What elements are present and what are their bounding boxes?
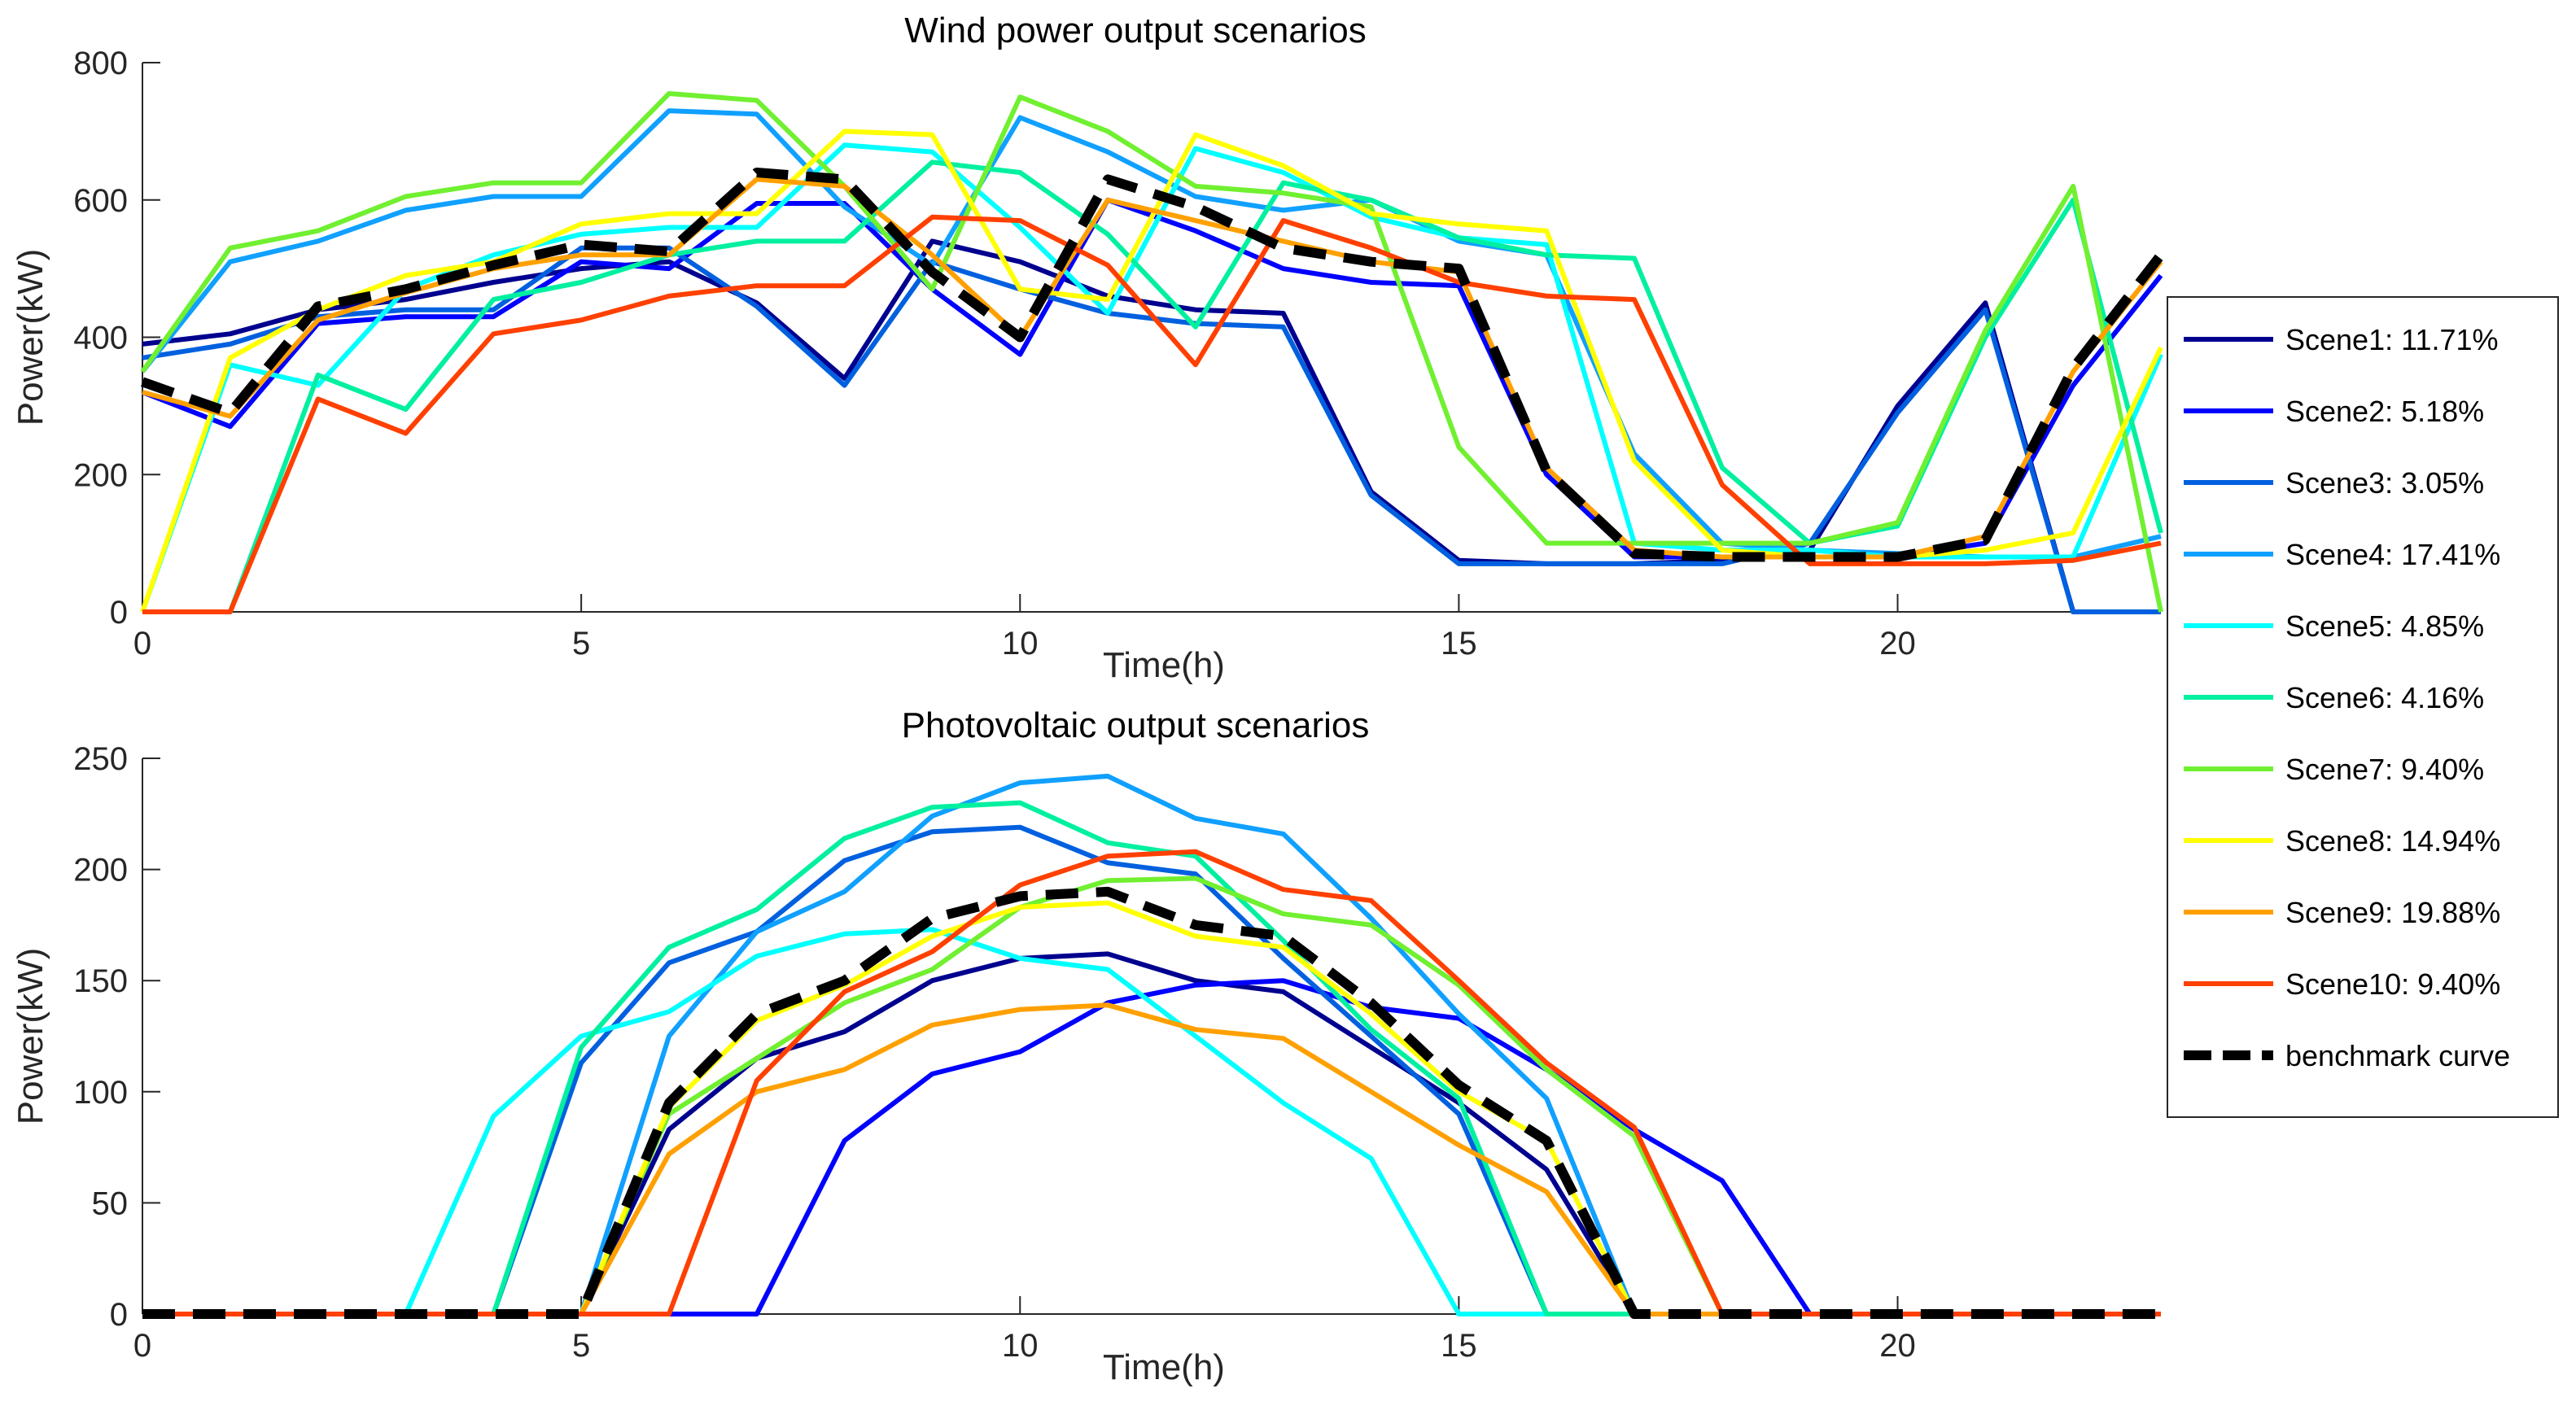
y-tick-label: 150 xyxy=(73,963,128,999)
legend-entry: Scene6: 4.16% xyxy=(2285,681,2484,714)
legend-entry: Scene7: 9.40% xyxy=(2285,753,2484,786)
legend: Scene1: 11.71% Scene2: 5.18% Scene3: 3.05%… xyxy=(2167,296,2559,1118)
chart-title: Wind power output scenarios xyxy=(904,11,1366,50)
x-tick-label: 15 xyxy=(1441,1328,1477,1364)
series-line-benchmark xyxy=(142,886,2161,1319)
y-tick-label: 100 xyxy=(73,1075,128,1111)
y-axis-label: Power(kW) xyxy=(11,948,50,1125)
series-line-scene9 xyxy=(142,177,2163,560)
legend-entry: Scene10: 9.40% xyxy=(2285,967,2500,1001)
legend-entry: Scene3: 3.05% xyxy=(2285,466,2484,500)
chart-title: Photovoltaic output scenarios xyxy=(902,705,1370,745)
series-line-scene4 xyxy=(142,773,2161,1316)
legend-entry: Scene8: 14.94% xyxy=(2285,824,2500,858)
y-tick-label: 800 xyxy=(73,46,128,81)
y-tick-label: 600 xyxy=(73,183,128,219)
series-line-scene1 xyxy=(142,951,2161,1316)
legend-entry: Scene5: 4.85% xyxy=(2285,609,2484,643)
series-line-scene5 xyxy=(140,142,2163,613)
y-tick-label: 0 xyxy=(110,1297,128,1333)
series-line-scene2 xyxy=(141,197,2163,560)
x-axis-label: Time(h) xyxy=(1103,1347,1225,1387)
legend-entry: Scene1: 11.71% xyxy=(2285,323,2499,356)
series-line-scene9 xyxy=(142,1002,2161,1316)
series-line-scene8 xyxy=(142,900,2161,1316)
legend-entry: Scene2: 5.18% xyxy=(2285,395,2484,428)
y-tick-label: 400 xyxy=(73,321,128,356)
series-line-scene10 xyxy=(142,214,2162,614)
x-tick-label: 5 xyxy=(572,626,590,661)
legend-box xyxy=(2167,296,2559,1118)
y-axis-label: Power(kW) xyxy=(11,249,50,426)
y-tick-label: 250 xyxy=(73,741,128,777)
x-tick-label: 5 xyxy=(572,1328,590,1364)
series-line-scene1 xyxy=(142,238,2161,614)
x-tick-label: 10 xyxy=(1002,1328,1039,1364)
x-tick-label: 0 xyxy=(133,626,151,661)
legend-entry: Scene9: 19.88% xyxy=(2285,896,2500,929)
x-tick-label: 20 xyxy=(1879,626,1916,661)
legend-entry: Scene4: 17.41% xyxy=(2285,538,2500,571)
series-line-scene3 xyxy=(142,824,2161,1316)
series-line-scene7 xyxy=(140,91,2163,613)
x-tick-label: 15 xyxy=(1441,626,1477,661)
legend-entry: benchmark curve xyxy=(2285,1039,2510,1072)
series-line-scene4 xyxy=(140,108,2162,560)
series-line-scene2 xyxy=(142,978,2161,1316)
y-tick-label: 0 xyxy=(110,595,128,631)
x-tick-label: 0 xyxy=(133,1328,151,1364)
y-tick-label: 50 xyxy=(92,1185,129,1221)
x-tick-label: 20 xyxy=(1879,1328,1916,1364)
y-tick-label: 200 xyxy=(73,457,128,493)
x-tick-label: 10 xyxy=(1002,626,1039,661)
y-tick-label: 200 xyxy=(73,853,128,889)
series-line-scene7 xyxy=(142,875,2161,1316)
series-line-scene5 xyxy=(142,927,2161,1316)
x-axis-label: Time(h) xyxy=(1103,645,1225,685)
